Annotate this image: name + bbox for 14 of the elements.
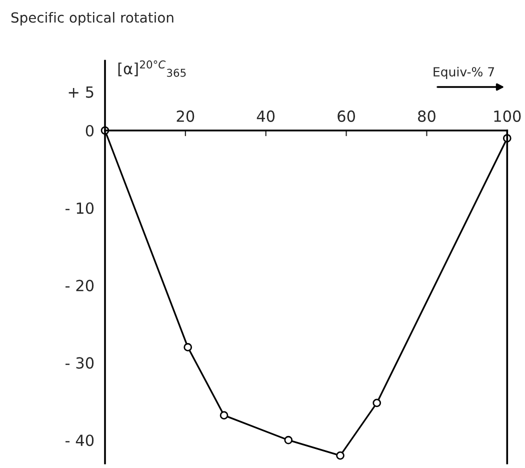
y-tick-label: - 20 — [66, 280, 94, 292]
x-tick-label: 100 — [494, 110, 521, 122]
y-tick-label: + 5 — [68, 86, 94, 98]
x-tick-label: 40 — [256, 110, 275, 122]
y-axis-title: [α]$^{20°C}$$_{365}$ — [118, 60, 186, 77]
x-tick-label: 20 — [176, 110, 194, 122]
y-tick-label: - 30 — [66, 357, 94, 369]
y-tick-label: - 40 — [66, 434, 94, 446]
y-tick-label: 0 — [86, 124, 94, 137]
x-tick-label: 60 — [338, 110, 355, 122]
y-tick-label: - 10 — [66, 202, 94, 214]
chart-title: Specific optical rotation — [11, 12, 174, 26]
x-axis-title: Equiv-% 7 — [434, 66, 494, 79]
x-tick-label: 80 — [418, 110, 436, 122]
